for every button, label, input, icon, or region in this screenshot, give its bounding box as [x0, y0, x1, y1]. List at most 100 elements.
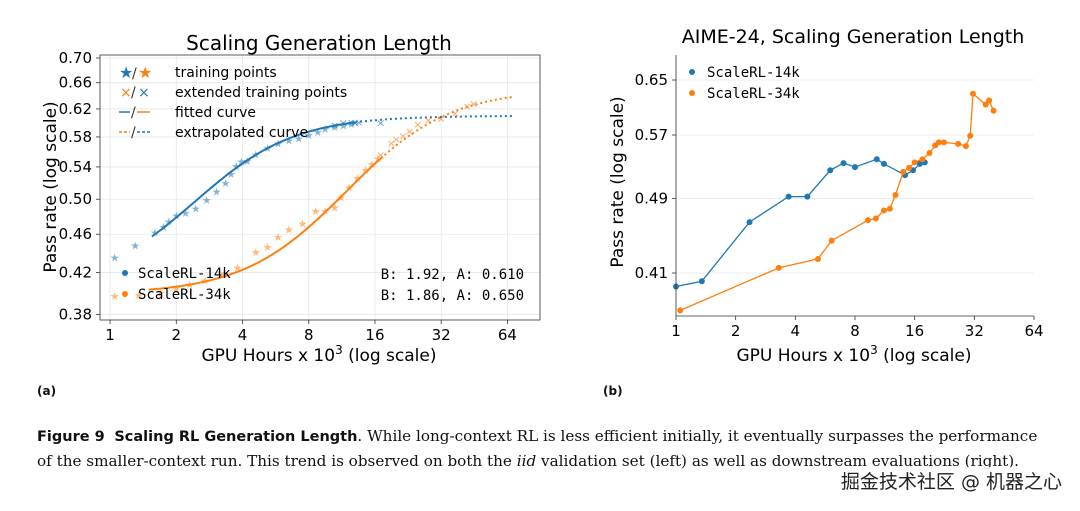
training-point-star: ★ [320, 123, 330, 136]
caption-text-2: validation set (left) as well as downstr… [536, 452, 1019, 470]
extended-point-x: × [413, 118, 422, 131]
training-point-star: ★ [294, 132, 304, 145]
chart-b-legend: ScaleRL-14k ScaleRL-34k [689, 65, 800, 102]
data-point [873, 156, 880, 163]
y-tick-label: 0.46 [59, 225, 92, 243]
data-point [900, 168, 907, 175]
y-tick-label: 0.54 [59, 158, 92, 176]
chart-b-lines [673, 90, 997, 314]
training-point-star: ★ [336, 192, 346, 205]
chart-b-plot-area [676, 55, 1034, 316]
training-point-star: ★ [219, 267, 229, 280]
x-tick-label: 2 [731, 322, 741, 340]
training-point-star: ★ [284, 224, 294, 237]
extended-point-x: × [330, 119, 339, 132]
x-tick-label: 16 [365, 326, 384, 344]
chart-a-grid [100, 55, 540, 320]
chart-b-x-axis: 1 2 4 8 16 32 64 [671, 316, 1044, 340]
data-point [982, 101, 989, 108]
training-point-star: ★ [330, 202, 340, 215]
training-point-star: ★ [251, 149, 261, 162]
fitted-curve-ScaleRL-14k [151, 121, 356, 238]
chart-a-fit-params: B: 1.92, A: 0.610 B: 1.86, A: 0.650 [381, 267, 524, 304]
legend-series-34k: ScaleRL-34k [138, 287, 231, 303]
y-tick-label: 0.41 [635, 264, 668, 282]
chart-a-plot-area [100, 55, 540, 320]
training-point-star: ★ [236, 156, 246, 169]
training-point-star: ★ [191, 203, 201, 216]
data-point [886, 205, 893, 212]
chart-a-style-legend: ★ / ★ training points × / × extended tra… [119, 63, 347, 141]
y-tick-label: 0.57 [635, 126, 668, 144]
training-point-star: ★ [304, 129, 314, 142]
extended-point-x: × [351, 117, 360, 130]
legend-star-blue-icon: ★ [119, 63, 133, 82]
data-point [746, 219, 753, 226]
data-point [941, 139, 948, 146]
chart-a-curves [148, 95, 514, 291]
training-point-star: ★ [242, 155, 252, 168]
legend-series-14k: ScaleRL-14k [138, 266, 231, 282]
training-point-star: ★ [110, 252, 120, 265]
legend-dot-34k-icon [122, 291, 128, 297]
legend-dot-14k-icon [122, 270, 128, 276]
data-point [852, 164, 858, 171]
y-tick-label: 0.50 [59, 190, 92, 208]
training-point-star: ★ [233, 261, 243, 274]
chart-a-frame [99, 54, 541, 321]
chart-b-title: AIME-24, Scaling Generation Length [682, 26, 1025, 48]
legend-training-points-label: training points [175, 65, 277, 81]
legend-extended-points: × / × extended training points [120, 85, 347, 101]
training-point-star: ★ [263, 241, 273, 254]
training-point-star: ★ [150, 226, 160, 239]
figure-caption: Figure 9 Scaling RL Generation Length. W… [37, 424, 1052, 473]
data-point [828, 237, 835, 244]
legend-dot-34k-icon [689, 90, 695, 96]
data-point [911, 159, 918, 166]
x-tick-label: 1 [105, 326, 115, 344]
training-point-star: ★ [367, 158, 377, 171]
legend-series-14k: ScaleRL-14k [707, 65, 800, 81]
data-point [775, 264, 782, 271]
training-point-star: ★ [284, 135, 294, 148]
training-point-star: ★ [361, 164, 371, 177]
data-point [906, 164, 913, 171]
data-point [892, 191, 899, 198]
chart-a-x-axis: 1 2 4 8 16 32 64 [105, 320, 517, 344]
x-tick-label: 2 [172, 326, 182, 344]
data-point [986, 97, 993, 104]
chart-b: 0.41 0.49 0.57 0.65 1 2 4 8 16 32 64 AIME-24, Sca… [608, 26, 1044, 366]
caption-text-1: . While long-context RL is less efficien… [37, 427, 1038, 470]
legend-slash: / [131, 105, 136, 121]
training-point-star: ★ [313, 126, 323, 139]
data-point [880, 207, 887, 214]
x-tick-label: 4 [791, 322, 801, 340]
training-point-star: ★ [110, 290, 120, 303]
extended-point-x: × [339, 117, 348, 130]
watermark: 掘金技术社区 @ 机器之心 [838, 467, 1064, 494]
y-tick-label: 0.42 [59, 263, 92, 281]
training-point-star: ★ [251, 246, 261, 259]
training-point-star: ★ [212, 186, 222, 199]
training-point-star: ★ [346, 118, 356, 131]
y-tick-label: 0.58 [59, 128, 92, 146]
training-point-star: ★ [134, 289, 144, 302]
y-tick-label: 0.38 [59, 305, 92, 323]
legend-fitted-curve-label: fitted curve [175, 105, 256, 121]
training-point-star: ★ [273, 231, 283, 244]
caption-figure-title: Scaling RL Generation Length [114, 429, 358, 445]
legend-slash: / [132, 66, 137, 82]
training-point-star: ★ [273, 137, 283, 150]
x-tick-label: 1 [671, 322, 681, 340]
data-point [969, 90, 976, 97]
legend-training-points: ★ / ★ training points [119, 63, 277, 82]
training-point-star: ★ [202, 194, 212, 207]
data-point [967, 132, 974, 139]
extended-point-x: × [399, 129, 408, 142]
y-tick-label: 0.70 [59, 49, 92, 67]
legend-extended-points-label: extended training points [175, 85, 347, 101]
data-point [785, 193, 792, 200]
training-point-star: ★ [171, 283, 181, 296]
x-tick-label: 32 [965, 322, 984, 340]
x-tick-label: 8 [850, 322, 860, 340]
